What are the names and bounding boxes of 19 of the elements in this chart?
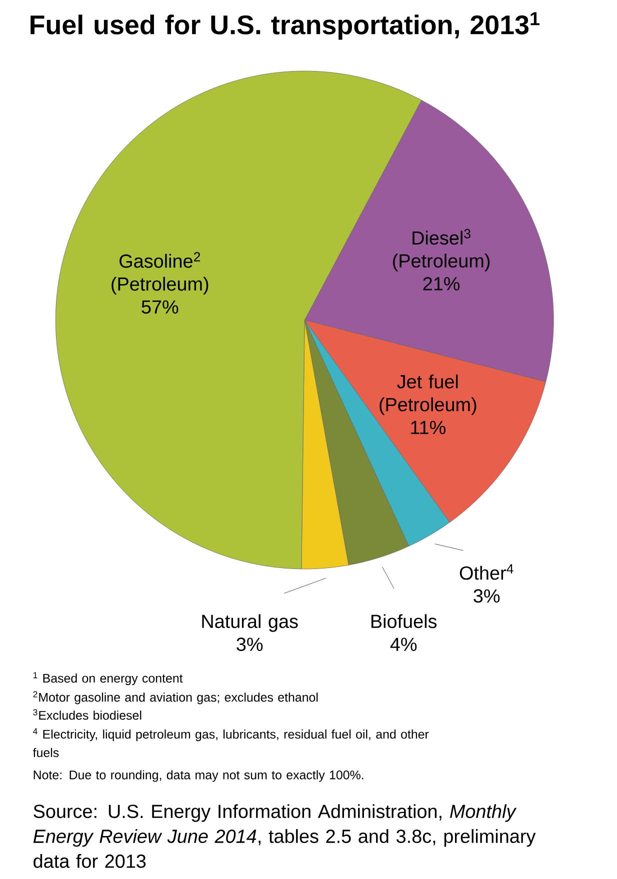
data-label: 11% — [411, 420, 446, 434]
slice-label: Other$^{4}$ — [460, 564, 514, 580]
chart-title: Fuel used for U.S. transportation, 2013$^{1}$ — [30, 12, 540, 40]
data-label: 21% — [424, 277, 460, 290]
text: $^{1}$ Based on energy content — [34, 672, 183, 686]
data-label: 57% — [142, 300, 178, 314]
data-label: 3% — [236, 638, 263, 652]
slice-label: Biofuels — [372, 614, 437, 628]
text: $^{4}$ Electricity, liquid petroleum gas, lubricants, residual fuel oil, and other fuels — [33, 728, 429, 758]
text: Note: Due to rounding, data may not sum to exactly 100%. — [34, 770, 364, 782]
slice-label: Gasoline$^{2}$ (Petroleum) — [112, 252, 208, 294]
data-label: 4% — [390, 638, 417, 651]
data-label: 3% — [474, 589, 500, 603]
text: $^{3}$Excludes biodiesel — [33, 709, 142, 720]
text: Source: U.S. Energy Information Administration, Monthly Energy Review June 2014, tables 2.5 and 3.8c, preliminary data for 2013 — [34, 804, 536, 868]
slice-label: Natural gas — [202, 614, 298, 632]
slice-label: Jet fuel (Petroleum) — [380, 374, 476, 416]
text: $^{2}$Motor gasoline and aviation gas; excludes ethanol — [33, 691, 318, 704]
slice-label: Diesel$^{3}$ (Petroleum) — [393, 228, 490, 272]
